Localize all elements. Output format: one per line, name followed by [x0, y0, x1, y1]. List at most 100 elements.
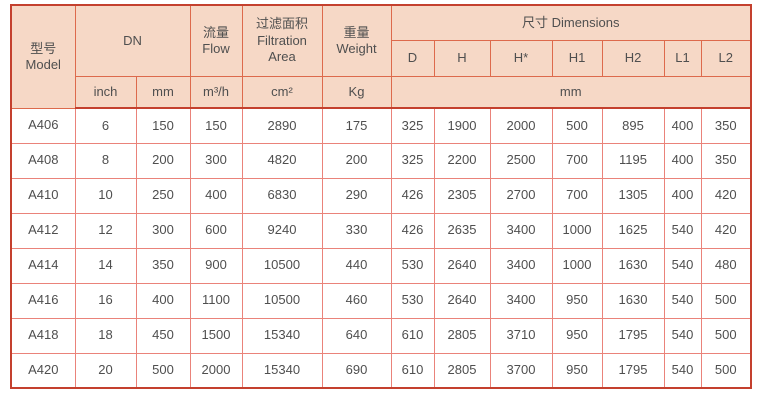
table-row: A416 16 400 1100 10500 460 530 2640 3400 950 1630 5…: [10, 282, 752, 319]
cell-dim-l2: 420: [700, 212, 752, 249]
cell-dim-l1: 400: [663, 142, 702, 179]
cell-model: A408: [10, 142, 76, 179]
table-header: 型号 Model DN 流量 Flow 过滤面积 Filtration Area…: [10, 4, 752, 109]
cell-weight: 330: [321, 212, 392, 249]
header-filtration-en-2: Area: [268, 48, 296, 64]
table-row: A418 18 450 1500 15340 640 610 2805 3710 950 1795 5…: [10, 317, 752, 354]
cell-dim-l2: 350: [700, 107, 752, 144]
cell-dim-hstar: 3710: [489, 317, 553, 354]
cell-flow: 1100: [189, 282, 243, 319]
table-row: A414 14 350 900 10500 440 530 2640 3400 1000 1630 5…: [10, 247, 752, 284]
unit-mm: mm: [135, 75, 191, 109]
cell-filtration-area: 6830: [241, 177, 323, 214]
cell-dim-h: 1900: [433, 107, 491, 144]
cell-model: A414: [10, 247, 76, 284]
header-model-zh: 型号: [30, 40, 57, 56]
cell-dim-l1: 540: [663, 317, 702, 354]
cell-dim-hstar: 2500: [489, 142, 553, 179]
cell-weight: 640: [321, 317, 392, 354]
cell-model: A418: [10, 317, 76, 354]
cell-model: A412: [10, 212, 76, 249]
table-row: A412 12 300 600 9240 330 426 2635 3400 1000 1625 54…: [10, 212, 752, 249]
cell-dim-h: 2635: [433, 212, 491, 249]
cell-dim-h: 2805: [433, 352, 491, 389]
cell-weight: 460: [321, 282, 392, 319]
cell-model: A406: [10, 107, 76, 144]
cell-dim-l1: 540: [663, 282, 702, 319]
cell-dn-inch: 16: [74, 282, 137, 319]
cell-dim-l1: 400: [663, 107, 702, 144]
cell-dim-d: 325: [390, 107, 435, 144]
cell-flow: 300: [189, 142, 243, 179]
table-row: A420 20 500 2000 15340 690 610 2805 3700 950 1795 5…: [10, 352, 752, 389]
cell-filtration-area: 10500: [241, 247, 323, 284]
cell-dim-hstar: 2700: [489, 177, 553, 214]
header-dim-h1: H1: [551, 39, 603, 77]
cell-dim-hstar: 3400: [489, 282, 553, 319]
cell-dim-h2: 1625: [601, 212, 665, 249]
cell-dim-h: 2200: [433, 142, 491, 179]
cell-filtration-area: 4820: [241, 142, 323, 179]
unit-inch: inch: [74, 75, 137, 109]
header-filtration-en-1: Filtration: [257, 32, 307, 48]
cell-dim-l2: 500: [700, 317, 752, 354]
header-row-1: 型号 Model DN 流量 Flow 过滤面积 Filtration Area…: [10, 4, 752, 109]
header-weight-zh: 重量: [343, 24, 370, 40]
cell-flow: 2000: [189, 352, 243, 389]
cell-dn-mm: 250: [135, 177, 191, 214]
cell-weight: 175: [321, 107, 392, 144]
cell-dn-inch: 18: [74, 317, 137, 354]
cell-dim-hstar: 3400: [489, 247, 553, 284]
cell-dn-mm: 350: [135, 247, 191, 284]
cell-dim-h: 2640: [433, 282, 491, 319]
cell-dim-d: 610: [390, 352, 435, 389]
cell-dim-d: 610: [390, 317, 435, 354]
header-model: 型号 Model: [10, 4, 76, 109]
cell-dim-h: 2305: [433, 177, 491, 214]
header-dim-l2: L2: [700, 39, 752, 77]
cell-dim-h1: 950: [551, 317, 603, 354]
header-row-2: D H H* H1 H2 L1 L2: [11, 39, 752, 77]
cell-filtration-area: 15340: [241, 317, 323, 354]
cell-dn-mm: 400: [135, 282, 191, 319]
cell-dn-inch: 10: [74, 177, 137, 214]
cell-flow: 600: [189, 212, 243, 249]
cell-dim-hstar: 3700: [489, 352, 553, 389]
cell-dim-hstar: 2000: [489, 107, 553, 144]
cell-dn-inch: 6: [74, 107, 137, 144]
cell-flow: 900: [189, 247, 243, 284]
table-row: A406 6 150 150 2890 175 325 1900 2000 500 895 400 35…: [10, 107, 752, 144]
cell-dn-mm: 200: [135, 142, 191, 179]
header-weight: 重量 Weight: [321, 4, 392, 77]
cell-flow: 1500: [189, 317, 243, 354]
cell-dim-h2: 895: [601, 107, 665, 144]
cell-dim-hstar: 3400: [489, 212, 553, 249]
unit-dims: mm: [390, 75, 752, 109]
cell-dim-l2: 480: [700, 247, 752, 284]
cell-dim-h1: 1000: [551, 212, 603, 249]
header-weight-en: Weight: [336, 40, 377, 56]
table-body: A406 6 150 150 2890 175 325 1900 2000 500 895 400 35…: [10, 107, 752, 389]
cell-dim-d: 530: [390, 282, 435, 319]
cell-dim-l1: 540: [663, 352, 702, 389]
header-model-en: Model: [25, 56, 61, 72]
cell-weight: 200: [321, 142, 392, 179]
cell-dim-h1: 700: [551, 142, 603, 179]
cell-dim-h2: 1305: [601, 177, 665, 214]
cell-dn-mm: 300: [135, 212, 191, 249]
cell-dim-h1: 700: [551, 177, 603, 214]
unit-area: cm²: [241, 75, 323, 109]
cell-weight: 440: [321, 247, 392, 284]
cell-dim-h2: 1795: [601, 317, 665, 354]
cell-dim-l2: 420: [700, 177, 752, 214]
cell-dim-d: 426: [390, 177, 435, 214]
cell-filtration-area: 9240: [241, 212, 323, 249]
cell-dim-h2: 1795: [601, 352, 665, 389]
header-flow-zh: 流量: [202, 24, 229, 40]
cell-filtration-area: 10500: [241, 282, 323, 319]
header-dn: DN: [74, 4, 191, 77]
cell-model: A416: [10, 282, 76, 319]
header-dim-l1: L1: [663, 39, 702, 77]
header-dim-d: D: [390, 39, 435, 77]
header-dim-h: H: [433, 39, 491, 77]
